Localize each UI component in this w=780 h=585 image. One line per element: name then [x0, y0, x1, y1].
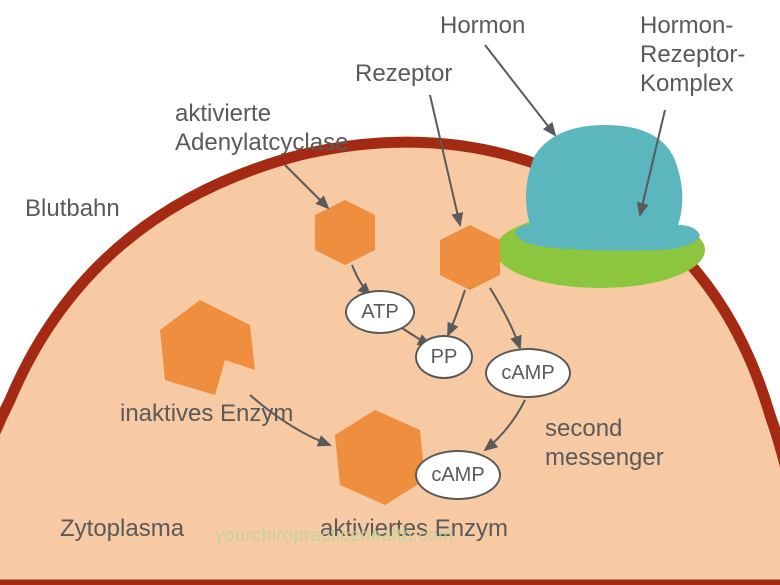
label-hormon: Hormon: [440, 12, 525, 41]
label-komplex: Hormon- Rezeptor- Komplex: [640, 12, 745, 98]
label-rezeptor: Rezeptor: [355, 60, 452, 89]
hormon-shape: [515, 125, 700, 251]
label-second-messenger: second messenger: [545, 415, 664, 473]
arrow-hormon: [485, 45, 555, 135]
label-inaktives-enzym: inaktives Enzym: [120, 400, 293, 429]
label-komplex-l1: Hormon-: [640, 12, 733, 39]
label-aktivierte-l1: aktivierte: [175, 100, 271, 127]
pp-label: PP: [415, 335, 473, 379]
camp2-label: cAMP: [415, 450, 501, 500]
watermark-text: yourchiropracticehealth.com: [215, 525, 454, 546]
label-aktivierte: aktivierte Adenylatcyclase: [175, 100, 348, 158]
label-second-l2: messenger: [545, 444, 664, 471]
label-aktivierte-l2: Adenylatcyclase: [175, 129, 348, 156]
label-zytoplasma: Zytoplasma: [60, 515, 184, 544]
camp2-text: cAMP: [431, 464, 484, 487]
camp1-text: cAMP: [501, 362, 554, 385]
atp-text: ATP: [361, 301, 398, 324]
label-blutbahn: Blutbahn: [25, 195, 120, 224]
atp-label: ATP: [345, 290, 415, 334]
label-komplex-l3: Komplex: [640, 70, 733, 97]
label-second-l1: second: [545, 415, 622, 442]
label-komplex-l2: Rezeptor-: [640, 41, 745, 68]
pp-text: PP: [431, 346, 458, 369]
camp1-label: cAMP: [485, 348, 571, 398]
